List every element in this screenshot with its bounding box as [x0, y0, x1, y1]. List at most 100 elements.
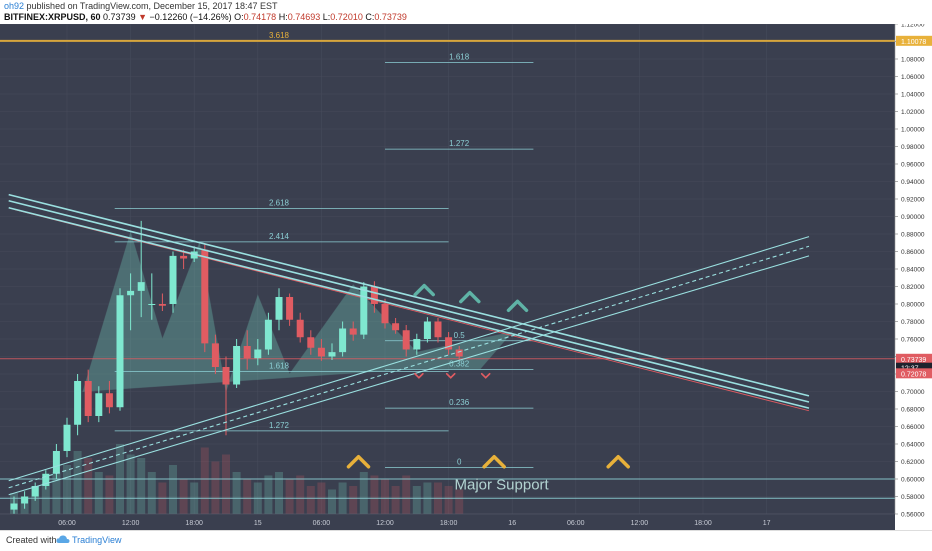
caret-up-orange-icon	[482, 455, 506, 469]
candle-body	[402, 330, 410, 350]
chart-header: oh92 published on TradingView.com, Decem…	[0, 0, 932, 24]
candle-body	[169, 255, 177, 304]
time-tick-label: 06:00	[58, 520, 76, 527]
candle-body	[74, 381, 82, 425]
price-tick-label: 0.84000	[901, 267, 925, 274]
volume-bar	[169, 465, 177, 514]
time-tick-label: 06:00	[567, 520, 585, 527]
candle-body	[222, 367, 230, 385]
candle-body	[360, 286, 368, 335]
price-tick-label: 0.78000	[901, 319, 925, 326]
price-axis	[895, 24, 932, 530]
volume-bar	[52, 472, 61, 514]
price-tick-label: 0.70000	[901, 389, 925, 396]
price-tick-label: 0.80000	[901, 302, 925, 309]
price-label-box	[896, 353, 932, 364]
price-tick-label: 0.64000	[901, 442, 925, 449]
volume-bar	[349, 486, 358, 514]
price-change: −0.12260 (−14.26%)	[149, 12, 232, 22]
candle-body	[413, 339, 421, 350]
candle	[21, 491, 29, 509]
price-label-text: 0.72078	[901, 371, 926, 378]
volume-bar	[402, 475, 411, 514]
candle-body	[21, 496, 29, 504]
caret-up-orange-icon	[346, 455, 371, 469]
candle-body	[52, 451, 60, 474]
fib-level-label: 1.272	[269, 421, 290, 430]
lower-channel-1	[8, 236, 810, 482]
volume-bar	[222, 454, 230, 514]
tradingview-link[interactable]: TradingView	[72, 535, 122, 545]
symbol-label[interactable]: BITFINEX:XRPUSD, 60	[4, 12, 101, 22]
ohlc-line: BITFINEX:XRPUSD, 60 0.73739 ▼ −0.12260 (…	[4, 12, 407, 22]
upper-channel-2	[8, 199, 810, 403]
close-label: C:	[365, 12, 375, 22]
volume-bar	[381, 479, 389, 514]
candle	[402, 325, 410, 357]
candle-body	[31, 486, 39, 497]
fib-extension-label: 1.618	[449, 53, 470, 62]
candle-body	[381, 304, 389, 324]
caret-up-teal-icon	[459, 290, 481, 304]
high-label: H:	[278, 12, 288, 22]
candle-body	[105, 393, 113, 408]
tradingview-cloud-icon	[56, 535, 70, 543]
candle	[137, 220, 145, 318]
price-label-box	[896, 362, 932, 373]
fib-extension-label: 0.5	[454, 331, 466, 340]
candle	[423, 317, 431, 343]
candle-body	[158, 304, 166, 306]
close-value: 0.73739	[374, 12, 407, 22]
candle-body	[392, 323, 400, 331]
price-chart[interactable]: 3.618 2.618 2.414 1.618 1.272 1.618 1.272 0.5 0.…	[0, 22, 932, 530]
created-with-label: Created with	[6, 535, 57, 545]
volume-bar	[264, 475, 273, 514]
candle	[63, 417, 71, 458]
caret-up-teal-icon	[506, 299, 529, 313]
candle-body	[349, 328, 357, 335]
candle-body	[445, 337, 453, 350]
caret-up-teal-icon	[413, 283, 435, 297]
volume-bar	[179, 479, 188, 514]
chart-area[interactable]: 3.618 2.618 2.414 1.618 1.272 1.618 1.272 0.5 0.…	[0, 22, 932, 530]
candle-body	[137, 282, 145, 291]
volume-bar	[147, 472, 156, 514]
author-link[interactable]: oh92	[4, 1, 25, 11]
low-value: 0.72010	[330, 12, 363, 22]
price-label-text: 1.10078	[901, 39, 926, 46]
open-value: 0.74178	[243, 12, 277, 22]
candle	[381, 298, 389, 329]
volume-bar	[306, 486, 315, 514]
caret-up-orange-icon	[606, 455, 630, 469]
candle	[84, 369, 92, 423]
candle	[434, 318, 442, 343]
candle	[116, 288, 124, 411]
candle	[254, 339, 262, 366]
candle	[42, 470, 50, 490]
lower-channel-3	[8, 255, 810, 496]
fib-extension-label: 0.382	[449, 360, 470, 369]
volume-bar	[285, 479, 294, 514]
volume-bar	[444, 486, 453, 514]
fib-level-label: 2.618	[269, 199, 290, 208]
price-tick-label: 1.02000	[901, 109, 925, 116]
candle-body	[307, 337, 315, 348]
candle-body	[84, 381, 92, 416]
volume-bar	[391, 486, 400, 514]
volume-bar	[412, 486, 421, 514]
price-tick-label: 0.88000	[901, 232, 925, 239]
candle-body	[10, 503, 18, 510]
candle-body	[233, 346, 241, 385]
volume-bar	[126, 454, 135, 514]
volume-bar	[243, 479, 252, 514]
candle-body	[254, 349, 262, 359]
time-tick-label: 06:00	[313, 520, 331, 527]
candle	[264, 312, 272, 355]
harmonic-pattern-shape	[82, 230, 514, 392]
candle	[392, 318, 400, 334]
price-tick-label: 0.90000	[901, 214, 925, 221]
candle	[413, 333, 421, 355]
volume-bar	[63, 465, 71, 514]
price-tick-label: 0.68000	[901, 407, 925, 414]
candle	[148, 273, 156, 320]
